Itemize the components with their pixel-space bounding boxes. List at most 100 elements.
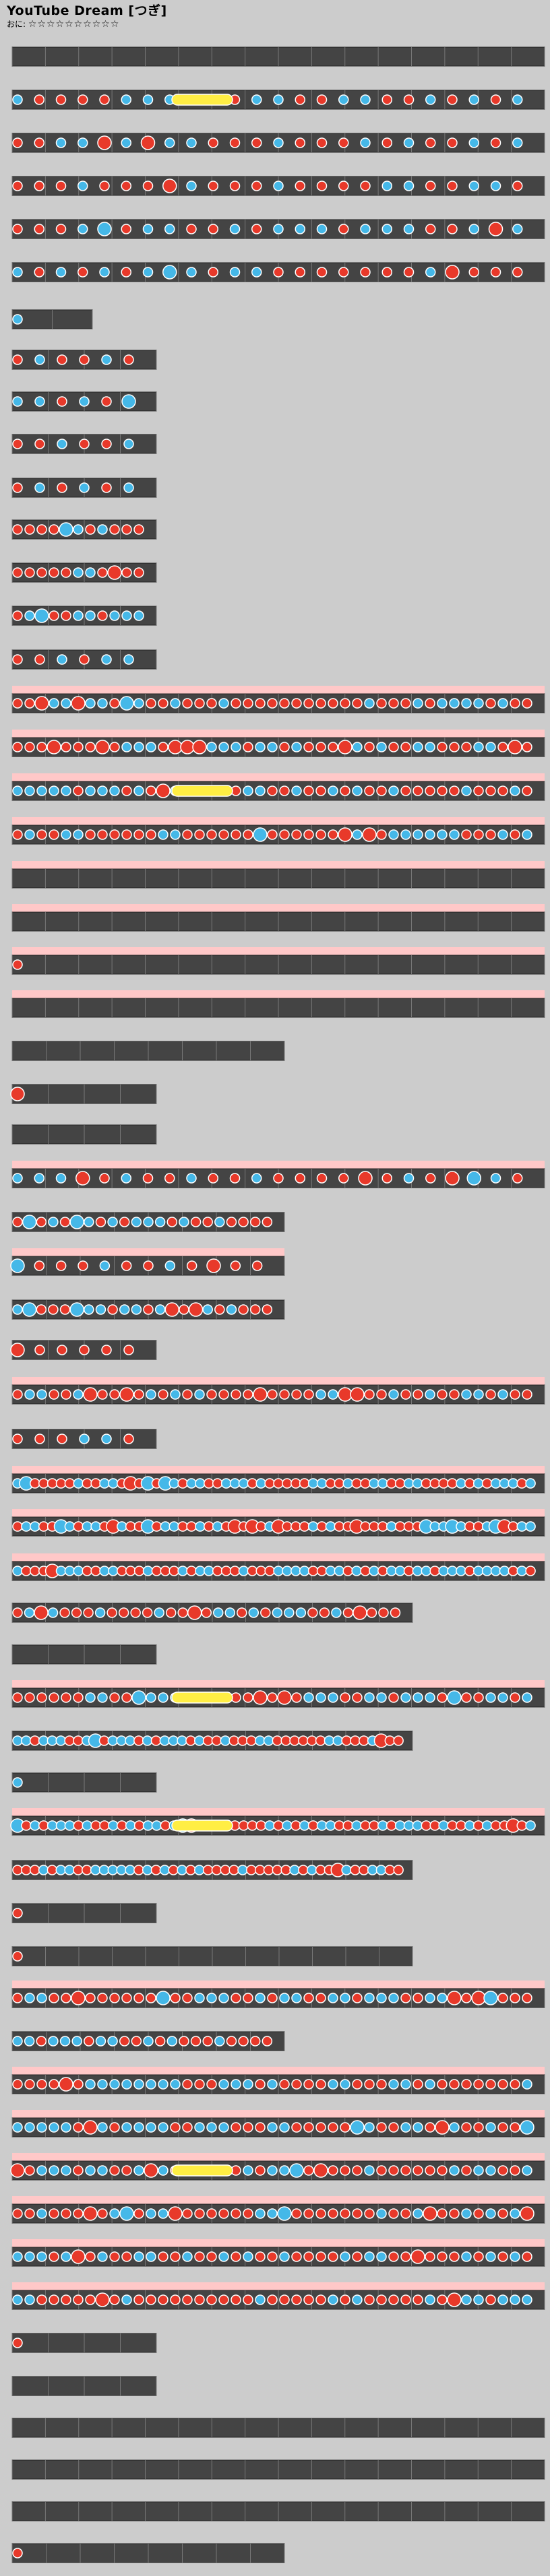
ka-note-icon bbox=[332, 1735, 343, 1746]
ka-note-icon bbox=[291, 742, 302, 752]
don-note-icon bbox=[218, 2208, 229, 2219]
row-highlight bbox=[12, 2067, 545, 2075]
don-note-icon bbox=[34, 1605, 49, 1620]
ka-note-icon bbox=[177, 1865, 187, 1875]
don-note-icon bbox=[109, 698, 120, 709]
ka-note-icon bbox=[97, 2122, 108, 2133]
ka-note-icon bbox=[516, 1521, 527, 1532]
ka-note-icon bbox=[61, 2122, 71, 2133]
ka-note-icon bbox=[267, 2122, 278, 2133]
don-note-icon bbox=[146, 698, 156, 709]
ka-note-icon bbox=[255, 1478, 266, 1489]
don-note-icon bbox=[384, 1735, 396, 1746]
don-note-icon bbox=[449, 1389, 460, 1400]
don-note-icon bbox=[212, 1478, 223, 1489]
ka-note-icon bbox=[403, 1173, 415, 1184]
ka-note-icon bbox=[146, 1389, 156, 1400]
don-note-icon bbox=[47, 1478, 58, 1489]
don-note-icon bbox=[125, 1566, 136, 1576]
don-note-icon bbox=[249, 1217, 261, 1227]
ka-note-icon bbox=[394, 1820, 406, 1831]
ka-note-icon bbox=[146, 742, 156, 752]
don-note-icon bbox=[376, 2079, 387, 2090]
ka-note-icon bbox=[154, 1304, 166, 1315]
row-highlight bbox=[12, 773, 545, 781]
ka-note-icon bbox=[99, 1260, 111, 1271]
don-note-icon bbox=[350, 1865, 361, 1875]
ka-note-icon bbox=[108, 1478, 119, 1489]
ka-note-icon bbox=[291, 1993, 302, 2003]
ka-note-icon bbox=[101, 354, 112, 365]
ka-note-icon bbox=[413, 2208, 423, 2219]
ka-note-icon bbox=[522, 2294, 532, 2305]
don-note-icon bbox=[231, 2251, 241, 2262]
don-note-icon bbox=[75, 1171, 90, 1186]
ka-note-icon bbox=[61, 2165, 71, 2176]
don-note-icon bbox=[231, 698, 241, 709]
don-note-icon bbox=[400, 698, 411, 709]
ka-note-icon bbox=[255, 2294, 266, 2305]
don-note-icon bbox=[82, 1478, 92, 1489]
ka-note-icon bbox=[97, 1692, 108, 1703]
don-note-icon bbox=[202, 1217, 213, 1227]
ka-note-icon bbox=[369, 1566, 379, 1576]
ka-note-icon bbox=[412, 1820, 423, 1831]
don-note-icon bbox=[158, 2294, 169, 2305]
don-note-icon bbox=[449, 2251, 460, 2262]
ka-note-icon bbox=[425, 1692, 435, 1703]
ka-note-icon bbox=[99, 1478, 110, 1489]
don-note-icon bbox=[303, 742, 314, 752]
don-note-icon bbox=[497, 2079, 508, 2090]
don-note-icon bbox=[522, 2251, 532, 2262]
don-note-icon bbox=[299, 1521, 310, 1532]
don-note-icon bbox=[315, 2294, 326, 2305]
ka-note-icon bbox=[306, 1865, 317, 1875]
ka-note-icon bbox=[36, 1389, 47, 1400]
don-note-icon bbox=[10, 1087, 25, 1101]
don-note-icon bbox=[435, 2120, 450, 2135]
don-note-icon bbox=[360, 181, 371, 191]
ka-note-icon bbox=[90, 1521, 101, 1532]
don-note-icon bbox=[381, 267, 392, 278]
don-note-icon bbox=[512, 267, 523, 278]
ka-note-icon bbox=[160, 1521, 171, 1532]
ka-note-icon bbox=[101, 654, 112, 665]
don-note-icon bbox=[97, 1389, 108, 1400]
don-note-icon bbox=[291, 829, 302, 840]
ka-note-icon bbox=[133, 2251, 144, 2262]
ka-note-icon bbox=[133, 2079, 144, 2090]
ka-note-icon bbox=[159, 1735, 171, 1746]
ka-note-icon bbox=[82, 1521, 92, 1532]
don-note-icon bbox=[291, 1692, 302, 1703]
don-note-icon bbox=[150, 1735, 162, 1746]
don-note-icon bbox=[291, 2251, 302, 2262]
don-note-icon bbox=[352, 2251, 363, 2262]
don-note-icon bbox=[34, 224, 44, 234]
ka-note-icon bbox=[377, 1478, 388, 1489]
ka-note-icon bbox=[388, 2079, 399, 2090]
don-note-icon bbox=[295, 94, 305, 105]
don-note-icon bbox=[488, 222, 503, 236]
don-note-icon bbox=[12, 354, 23, 365]
ka-note-icon bbox=[108, 1566, 119, 1576]
don-note-icon bbox=[49, 524, 59, 535]
don-note-icon bbox=[142, 1607, 153, 1618]
ka-note-icon bbox=[84, 1304, 94, 1315]
don-note-icon bbox=[169, 1566, 179, 1576]
ka-note-icon bbox=[375, 1865, 387, 1875]
ka-note-icon bbox=[328, 1389, 338, 1400]
ka-note-icon bbox=[367, 1865, 378, 1875]
ka-note-icon bbox=[151, 1820, 162, 1831]
don-note-icon bbox=[182, 2079, 193, 2090]
don-note-icon bbox=[59, 2077, 73, 2092]
ka-note-icon bbox=[403, 224, 415, 234]
ka-note-icon bbox=[282, 1566, 293, 1576]
ka-note-icon bbox=[394, 1566, 406, 1576]
ka-note-icon bbox=[159, 1865, 171, 1875]
don-note-icon bbox=[158, 2251, 169, 2262]
ka-note-icon bbox=[116, 1865, 127, 1875]
don-note-icon bbox=[119, 1387, 134, 1402]
don-note-icon bbox=[497, 2122, 508, 2133]
don-note-icon bbox=[485, 829, 496, 840]
ka-note-icon bbox=[36, 2251, 47, 2262]
